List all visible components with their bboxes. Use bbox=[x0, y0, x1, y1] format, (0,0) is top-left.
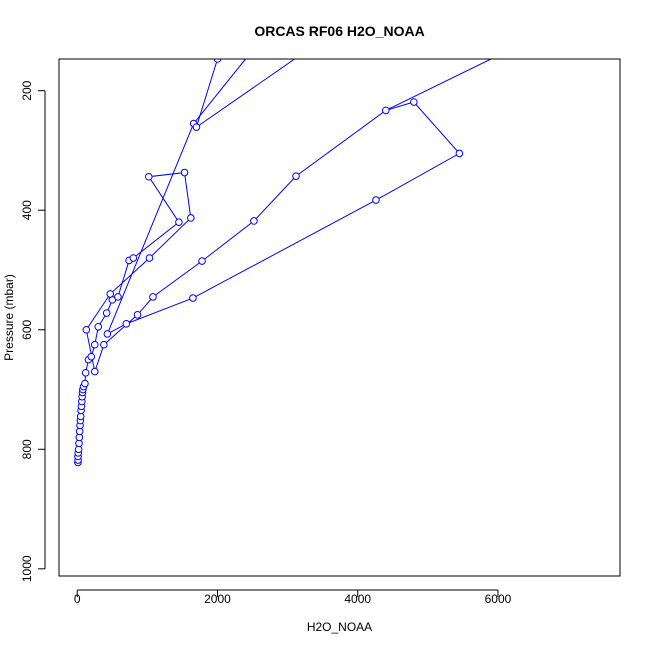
data-point bbox=[189, 294, 197, 302]
data-point bbox=[149, 293, 157, 301]
data-point bbox=[90, 340, 99, 349]
data-point bbox=[372, 196, 380, 204]
data-point bbox=[106, 290, 114, 298]
data-point bbox=[250, 217, 258, 225]
data-point bbox=[455, 149, 464, 158]
x-tick-label: 2000 bbox=[204, 592, 231, 606]
data-point bbox=[145, 254, 154, 262]
x-tick-label: 6000 bbox=[485, 592, 512, 606]
data-point bbox=[175, 218, 183, 226]
data-point bbox=[82, 325, 91, 334]
y-tick-label: 1000 bbox=[20, 555, 34, 582]
marks-layer bbox=[74, 59, 492, 467]
x-tick-label: 4000 bbox=[344, 592, 371, 606]
data-point bbox=[198, 257, 206, 265]
data-point bbox=[133, 311, 142, 319]
data-point bbox=[81, 379, 89, 388]
y-tick-label: 600 bbox=[20, 319, 34, 339]
y-axis-label: Pressure (mbar) bbox=[2, 274, 16, 361]
data-point bbox=[94, 322, 103, 331]
x-axis-label: H2O_NOAA bbox=[307, 620, 372, 634]
data-point bbox=[129, 254, 138, 262]
data-point bbox=[192, 123, 201, 131]
y-tick-label: 400 bbox=[20, 200, 34, 220]
data-point bbox=[103, 330, 112, 338]
plot-frame bbox=[58, 58, 621, 577]
data-point bbox=[100, 340, 108, 349]
chart-title: ORCAS RF06 H2O_NOAA bbox=[254, 23, 424, 39]
data-point bbox=[102, 309, 111, 317]
y-tick-label: 800 bbox=[20, 439, 34, 459]
x-tick-label: 0 bbox=[74, 592, 81, 606]
data-point bbox=[144, 172, 153, 181]
data-point bbox=[292, 172, 300, 180]
data-point bbox=[381, 106, 390, 115]
series-segment bbox=[193, 59, 246, 124]
axes-layer: 0 2000 4000 6000 200 400 600 800 1000 bbox=[20, 80, 512, 606]
data-point bbox=[90, 367, 99, 376]
series-segment bbox=[385, 59, 492, 111]
y-tick-label: 200 bbox=[20, 80, 34, 100]
series-segment bbox=[196, 59, 295, 128]
data-point bbox=[114, 293, 122, 301]
data-point bbox=[87, 352, 96, 361]
data-point bbox=[410, 98, 418, 106]
data-point bbox=[81, 368, 90, 377]
data-point bbox=[122, 319, 131, 328]
data-point bbox=[187, 214, 195, 222]
data-point bbox=[180, 168, 189, 177]
